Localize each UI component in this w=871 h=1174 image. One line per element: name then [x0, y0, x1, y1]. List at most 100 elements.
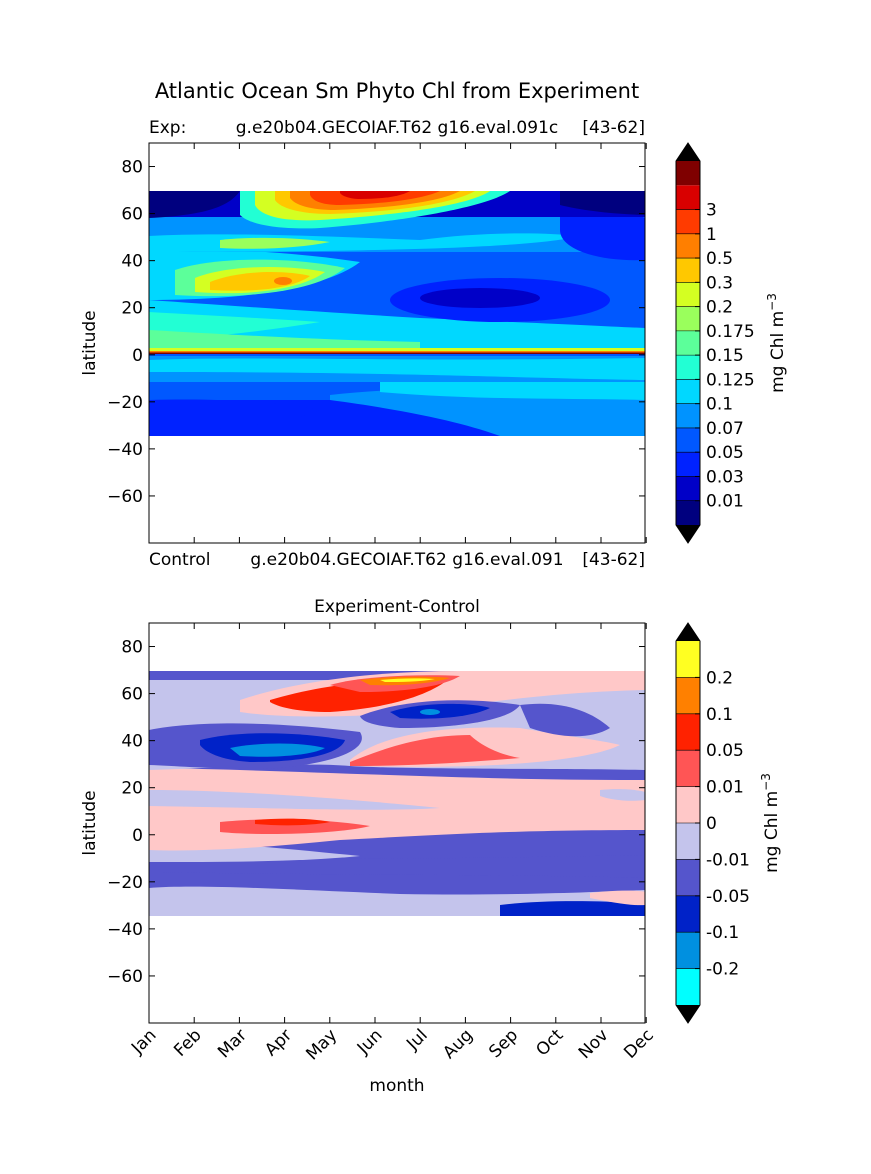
colorbar-tick-label: 0.3 — [706, 273, 733, 293]
xtick-label: Mar — [214, 1025, 251, 1062]
p1-mid-band — [220, 237, 330, 249]
colorbar-tick-label: 0.2 — [706, 668, 733, 688]
xtick-label: Sep — [485, 1025, 522, 1062]
colorbar-tick-label: -0.1 — [706, 923, 739, 943]
colorbar-segment — [676, 306, 700, 331]
p2-mid-cyan — [230, 743, 325, 757]
colorbar-tick-label: 0.125 — [706, 370, 755, 390]
panel2-colorbar-label-exp: −3 — [759, 773, 773, 791]
ytick-label: −60 — [107, 967, 143, 987]
p1-south-light — [330, 388, 645, 436]
colorbar-tick-label: 0.15 — [706, 346, 744, 366]
panel1-yticks: 80 60 40 20 0 −20 −40 −60 — [107, 143, 647, 543]
ytick-label: 40 — [121, 732, 143, 752]
panel2-subtitle-right: [43-62] — [582, 550, 645, 570]
colorbar-tick-label: 0.5 — [706, 249, 733, 269]
p1-trop-green2 — [149, 330, 420, 348]
ytick-label: 60 — [121, 205, 143, 225]
colorbar-segment — [676, 403, 700, 428]
p1-north-bloom6 — [340, 191, 410, 199]
ytick-label: 60 — [121, 685, 143, 705]
panel2-colorbar-label-text: mg Chl m — [762, 791, 782, 873]
p1-eq-band3 — [149, 352, 645, 354]
xtick-label: May — [302, 1025, 341, 1064]
colorbar-tick-label: 3 — [706, 201, 717, 221]
ytick-label: 0 — [132, 346, 143, 366]
colorbar-segment — [676, 330, 700, 356]
colorbar-segment — [676, 427, 700, 453]
colorbar-segment — [676, 823, 700, 860]
p1-north-right — [560, 191, 645, 215]
p2-eq-blue-right — [600, 789, 645, 801]
colorbar-segment — [676, 379, 700, 404]
ytick-label: −60 — [107, 487, 143, 507]
colorbar-segment — [676, 677, 700, 714]
xtick-label: Jun — [353, 1025, 387, 1059]
xtick-label: Aug — [439, 1025, 477, 1063]
p1-north-left — [149, 191, 240, 218]
colorbar-tick-label: 1 — [706, 225, 717, 245]
ytick-label: 80 — [121, 638, 143, 658]
p1-eq-cyan — [149, 358, 645, 380]
colorbar-tick-label: -0.2 — [706, 960, 739, 980]
panel2-colorbar: -0.2 -0.1 -0.05 -0.01 0 0.01 0.05 0.1 0.2 — [675, 622, 750, 1024]
colorbar-extend-max — [676, 143, 700, 161]
colorbar-segment — [676, 500, 700, 525]
panel2-title: Experiment-Control — [314, 597, 480, 617]
p1-mid-right — [560, 210, 645, 261]
p2-eq-blue-band — [149, 790, 440, 810]
colorbar-segment — [676, 932, 700, 969]
colorbar-segment — [676, 786, 700, 823]
panel2-colorbar-label: mg Chl m−3 — [759, 773, 782, 873]
xtick-label: Jul — [402, 1025, 431, 1054]
p1-bloom5 — [274, 277, 292, 285]
colorbar-segment — [676, 233, 700, 259]
colorbar-tick-label: 0.07 — [706, 419, 744, 439]
panel1-colorbar-label: mg Chl m−3 — [765, 293, 788, 393]
colorbar-segment — [676, 895, 700, 933]
ytick-label: 40 — [121, 252, 143, 272]
panel1-center-title: g.e20b04.GECOIAF.T62 g16.eval.091c — [236, 118, 558, 138]
panel1-ylabel: latitude — [80, 310, 100, 375]
colorbar-tick-label: 0 — [706, 814, 717, 834]
colorbar-segment — [676, 859, 700, 896]
colorbar-segment — [676, 641, 700, 678]
colorbar-segment — [676, 209, 700, 234]
colorbar-segment — [676, 713, 700, 751]
colorbar-tick-label: 0.05 — [706, 443, 744, 463]
panel1-colorbar: 0.01 0.03 0.05 0.07 0.1 0.125 0.15 0.175 0.2 0.3 0… — [675, 142, 755, 544]
colorbar-tick-label: 0.03 — [706, 467, 744, 487]
p2-south-blue — [500, 901, 645, 916]
colorbar-tick-label: 0.1 — [706, 395, 733, 415]
figure-title: Atlantic Ocean Sm Phyto Chl from Experim… — [155, 79, 639, 103]
colorbar-outline — [675, 142, 701, 544]
ytick-label: −40 — [107, 920, 143, 940]
colorbar-tick-label: 0.05 — [706, 741, 744, 761]
colorbar-tick-label: -0.01 — [706, 850, 750, 870]
panel1-colorbar-label-exp: −3 — [765, 293, 779, 311]
ytick-label: −40 — [107, 440, 143, 460]
panel1-colorbar-label-text: mg Chl m — [768, 311, 788, 393]
xtick-label: Oct — [532, 1025, 567, 1060]
colorbar-segment — [676, 452, 700, 477]
colorbar-tick-label: 0.01 — [706, 492, 744, 512]
p2-north-cyan — [420, 709, 440, 715]
colorbar-tick-label: 0.175 — [706, 322, 755, 342]
colorbar-segment — [676, 258, 700, 283]
panel2-subtitle-center: g.e20b04.GECOIAF.T62 g16.eval.091 — [250, 550, 563, 570]
p1-bloom4 — [210, 272, 310, 291]
p1-trop — [149, 300, 645, 348]
p1-gyre2 — [420, 288, 540, 308]
ytick-label: 0 — [132, 826, 143, 846]
panel2-subtitle-left: Control — [149, 550, 210, 570]
p2-mid-red — [350, 735, 520, 766]
colorbar-tick-label: 0.2 — [706, 298, 733, 318]
ytick-label: −20 — [107, 393, 143, 413]
colorbar-segment — [676, 185, 700, 210]
p2-eq-red2 — [255, 818, 330, 826]
xtick-label: Apr — [261, 1025, 296, 1060]
colorbar-extend-min — [676, 525, 700, 543]
ytick-label: −20 — [107, 873, 143, 893]
panel2-axes-frame — [148, 622, 646, 1024]
p2-north-blue2 — [390, 703, 490, 719]
